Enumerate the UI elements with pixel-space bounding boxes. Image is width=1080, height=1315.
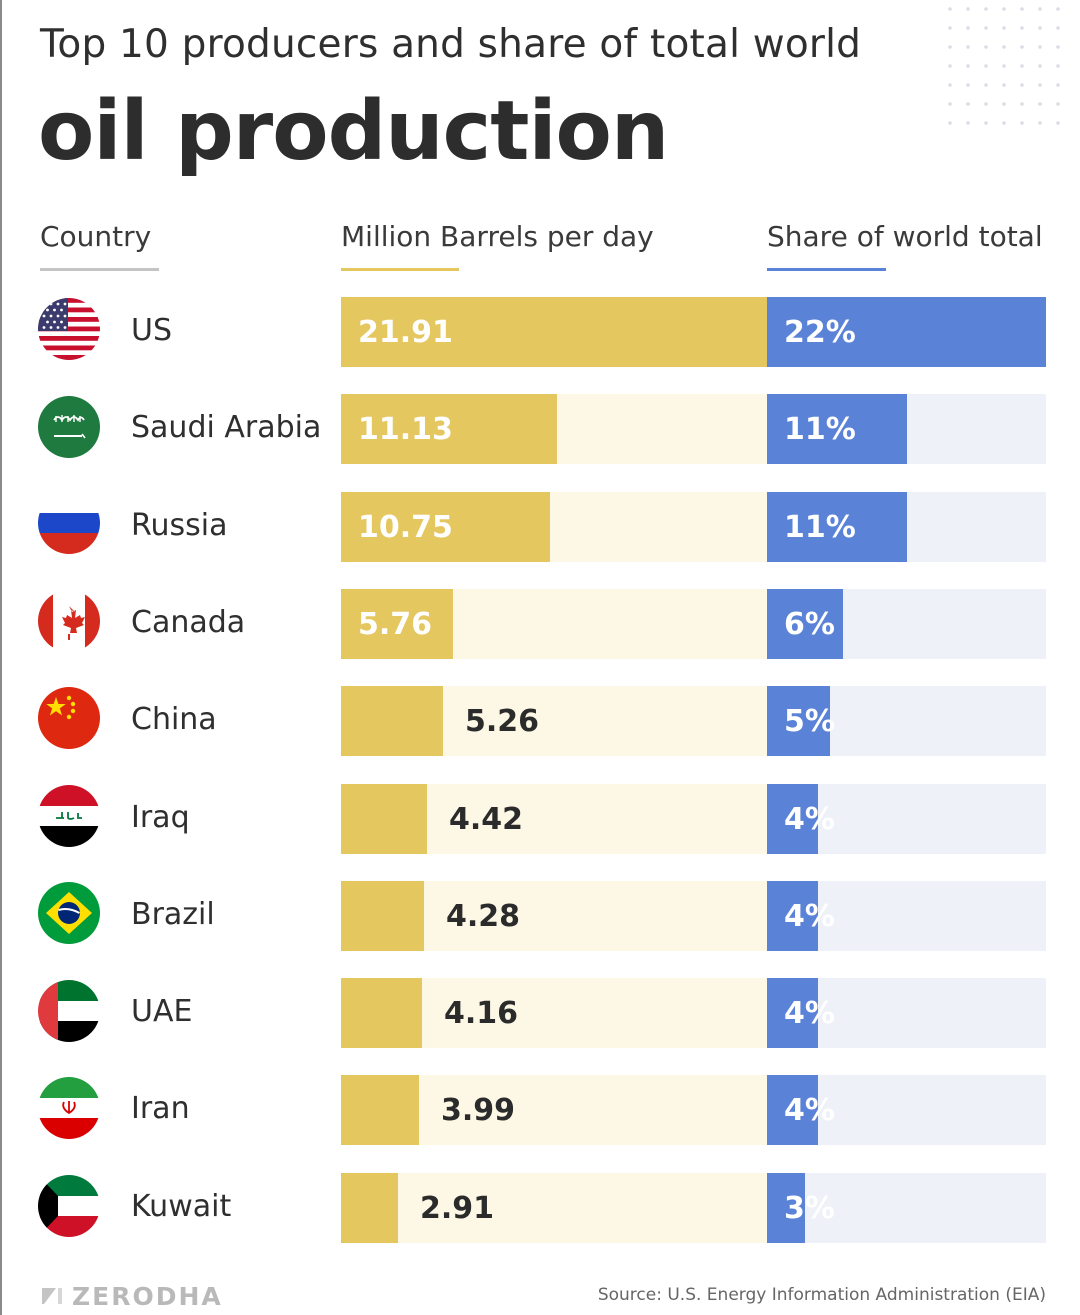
barrels-bar-uae (341, 978, 422, 1049)
brand-logo: ZERODHA (40, 1281, 223, 1311)
brazil-flag-icon (38, 882, 100, 944)
country-label-uae: UAE (131, 994, 193, 1030)
canada-flag-icon (38, 590, 100, 652)
column-underline-country (40, 268, 159, 271)
column-underline-barrels (341, 268, 459, 271)
barrels-value-russia: 10.75 (358, 509, 453, 545)
barrels-value-iran: 3.99 (441, 1093, 516, 1129)
column-underline-share (767, 268, 886, 271)
barrels-value-kuwait: 2.91 (420, 1190, 495, 1226)
share-value-brazil: 4% (784, 898, 835, 934)
left-edge-line (0, 0, 2, 1315)
share-value-saudi-arabia: 11% (784, 412, 856, 448)
barrels-bar-iran (341, 1075, 419, 1146)
barrels-value-uae: 4.16 (444, 996, 519, 1032)
column-header-share: Share of world total (767, 220, 1043, 253)
share-value-iran: 4% (784, 1093, 835, 1129)
share-value-russia: 11% (784, 509, 856, 545)
us-flag-icon (38, 298, 100, 360)
share-value-canada: 6% (784, 606, 835, 642)
share-value-us: 22% (784, 315, 856, 350)
share-bar-iraq (767, 783, 818, 854)
chart-subtitle: Top 10 producers and share of total worl… (40, 22, 862, 67)
china-flag-icon (38, 687, 100, 749)
country-label-canada: Canada (131, 604, 246, 640)
barrels-bar-saudi-arabia (341, 394, 557, 465)
country-label-russia: Russia (131, 507, 228, 543)
share-value-kuwait: 3% (784, 1190, 835, 1226)
russia-flag-icon (38, 492, 100, 554)
barrels-value-saudi-arabia: 11.13 (358, 412, 453, 448)
iraq-flag-icon (38, 785, 100, 847)
barrels-bar-brazil (341, 880, 424, 951)
dot-pattern-decoration (948, 7, 1060, 125)
saudi-arabia-flag-icon (38, 396, 100, 458)
column-header-country: Country (40, 220, 152, 253)
share-value-china: 5% (784, 704, 835, 740)
barrels-bar-kuwait (341, 1172, 398, 1243)
country-label-saudi-arabia: Saudi Arabia (131, 410, 322, 446)
column-header-barrels: Million Barrels per day (341, 220, 654, 253)
barrels-bar-russia (341, 491, 550, 562)
source-note: Source: U.S. Energy Information Administ… (597, 1285, 1046, 1305)
uae-flag-icon (38, 980, 100, 1042)
country-label-iran: Iran (131, 1091, 190, 1127)
share-bar-iran (767, 1075, 818, 1146)
barrels-bar-china (341, 686, 443, 757)
iran-flag-icon (38, 1077, 100, 1139)
barrels-bar-iraq (341, 783, 427, 854)
share-value-iraq: 4% (784, 801, 835, 837)
chart-title: oil production (38, 84, 669, 179)
barrels-value-canada: 5.76 (358, 606, 433, 642)
barrels-value-brazil: 4.28 (446, 898, 521, 934)
country-label-china: China (131, 702, 217, 738)
country-label-brazil: Brazil (131, 896, 215, 932)
share-bar-saudi-arabia (767, 394, 907, 465)
kuwait-flag-icon (38, 1175, 100, 1237)
share-bar-china (767, 686, 830, 757)
barrels-bar-canada (341, 588, 453, 659)
share-bar-brazil (767, 880, 818, 951)
share-bar-uae (767, 978, 818, 1049)
barrels-track-kuwait (341, 1172, 767, 1243)
barrels-value-us: 21.91 (358, 315, 453, 350)
barrels-bar-us (341, 297, 767, 367)
brand-name: ZERODHA (72, 1281, 223, 1311)
share-bar-us (767, 297, 1046, 367)
zerodha-logo-icon (42, 1288, 62, 1304)
country-label-kuwait: Kuwait (131, 1188, 232, 1224)
share-track-kuwait (767, 1172, 1046, 1243)
share-bar-kuwait (767, 1172, 805, 1243)
share-bar-russia (767, 491, 907, 562)
country-label-iraq: Iraq (131, 799, 190, 835)
country-label-us: US (131, 313, 173, 348)
share-bar-canada (767, 588, 843, 659)
barrels-value-iraq: 4.42 (449, 801, 524, 837)
barrels-value-china: 5.26 (465, 704, 540, 740)
share-value-uae: 4% (784, 996, 835, 1032)
